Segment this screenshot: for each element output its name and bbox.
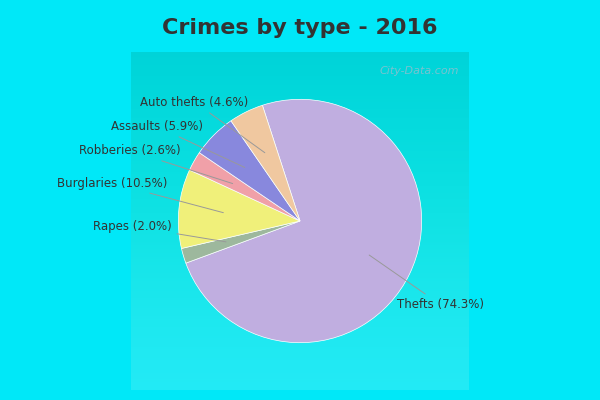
Text: Assaults (5.9%): Assaults (5.9%) [110,120,245,168]
Text: Burglaries (10.5%): Burglaries (10.5%) [57,177,223,213]
Text: City-Data.com: City-Data.com [379,66,459,76]
Text: Thefts (74.3%): Thefts (74.3%) [369,255,484,311]
Text: Auto thefts (4.6%): Auto thefts (4.6%) [140,96,265,153]
Wedge shape [186,99,422,343]
Wedge shape [190,153,300,221]
Text: Crimes by type - 2016: Crimes by type - 2016 [162,18,438,38]
Wedge shape [178,170,300,248]
Text: Rapes (2.0%): Rapes (2.0%) [93,220,226,242]
Wedge shape [199,121,300,221]
Text: Robberies (2.6%): Robberies (2.6%) [79,144,233,184]
Wedge shape [231,105,300,221]
Wedge shape [181,221,300,263]
